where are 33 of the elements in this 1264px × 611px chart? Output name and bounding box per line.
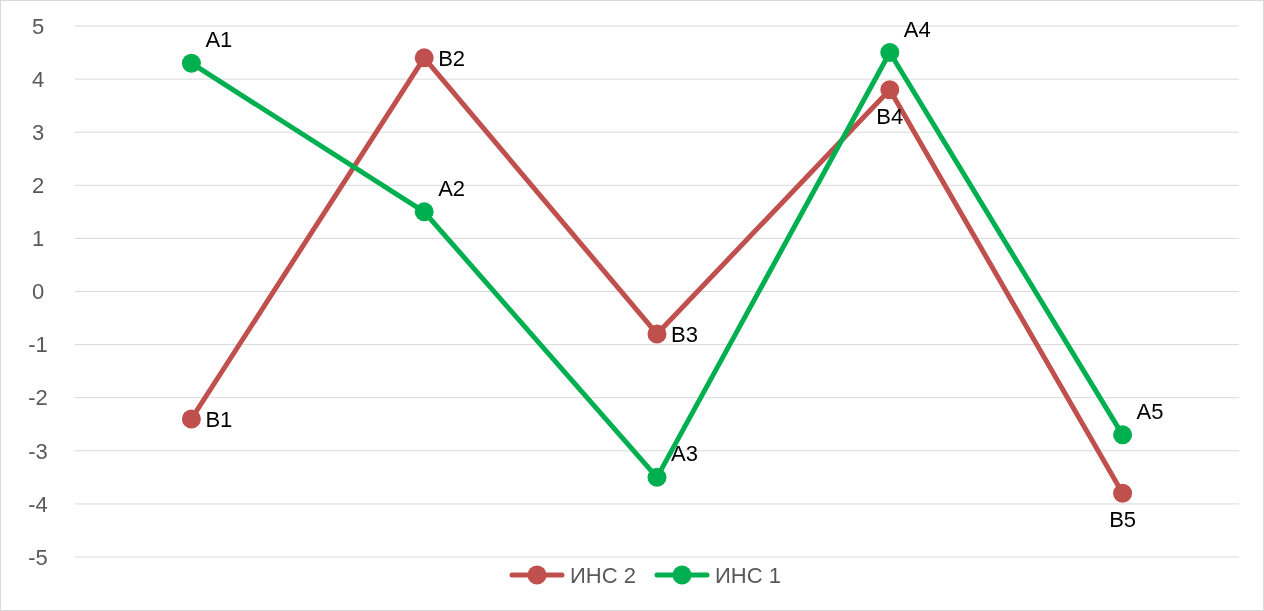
- y-tick-label: -4: [28, 491, 48, 517]
- point: [181, 53, 201, 73]
- point: [880, 80, 900, 100]
- point: [181, 409, 201, 429]
- data-label: B2: [438, 45, 466, 71]
- y-tick-label: 1: [31, 226, 45, 252]
- point: [880, 43, 900, 63]
- data-label: A1: [205, 27, 233, 53]
- y-tick-label: -1: [28, 332, 48, 358]
- data-label: B3: [671, 321, 698, 347]
- y-tick-label: 5: [31, 13, 45, 39]
- y-tick-label: 3: [31, 119, 45, 145]
- y-tick-label: 2: [31, 173, 45, 198]
- point: [414, 48, 434, 68]
- point: [647, 324, 667, 344]
- y-tick-label: 0: [31, 279, 45, 305]
- data-label: A5: [1136, 398, 1164, 424]
- point: [414, 202, 434, 222]
- data-label: A4: [903, 16, 931, 42]
- legend-label: ИНС 2: [570, 562, 636, 588]
- y-tick-label: 4: [31, 66, 45, 92]
- data-label: B1: [205, 406, 233, 432]
- y-tick-label: -5: [28, 544, 48, 570]
- y-tick-label: -3: [28, 438, 48, 464]
- data-label: B4: [876, 103, 904, 129]
- point: [1113, 483, 1133, 503]
- y-tick-label: -2: [28, 385, 48, 411]
- legend-label: ИНС 1: [715, 562, 781, 588]
- data-label: B5: [1109, 507, 1137, 533]
- point: [647, 467, 667, 487]
- data-label: A2: [438, 175, 466, 201]
- point: [1113, 425, 1133, 445]
- data-label: A3: [671, 441, 698, 467]
